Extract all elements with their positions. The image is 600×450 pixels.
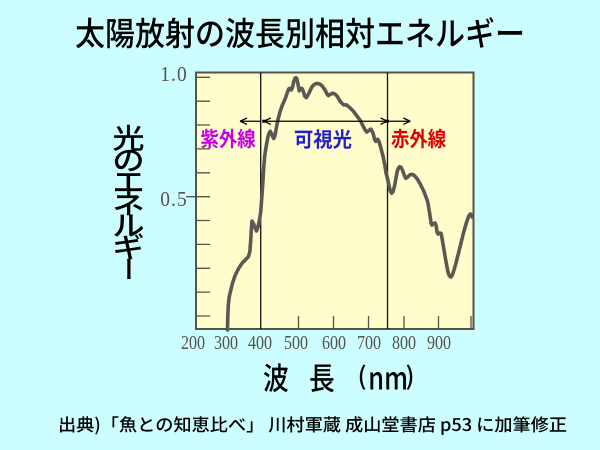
svg-text:300: 300 — [214, 331, 238, 353]
svg-text:900: 900 — [427, 331, 451, 353]
svg-text:800: 800 — [392, 331, 416, 353]
svg-text:700: 700 — [357, 331, 381, 353]
svg-text:0.5: 0.5 — [160, 188, 187, 211]
svg-text:600: 600 — [322, 331, 346, 353]
svg-text:400: 400 — [248, 331, 272, 353]
svg-text:500: 500 — [284, 331, 308, 353]
svg-text:200: 200 — [181, 331, 205, 353]
svg-text:1.0: 1.0 — [160, 63, 187, 86]
